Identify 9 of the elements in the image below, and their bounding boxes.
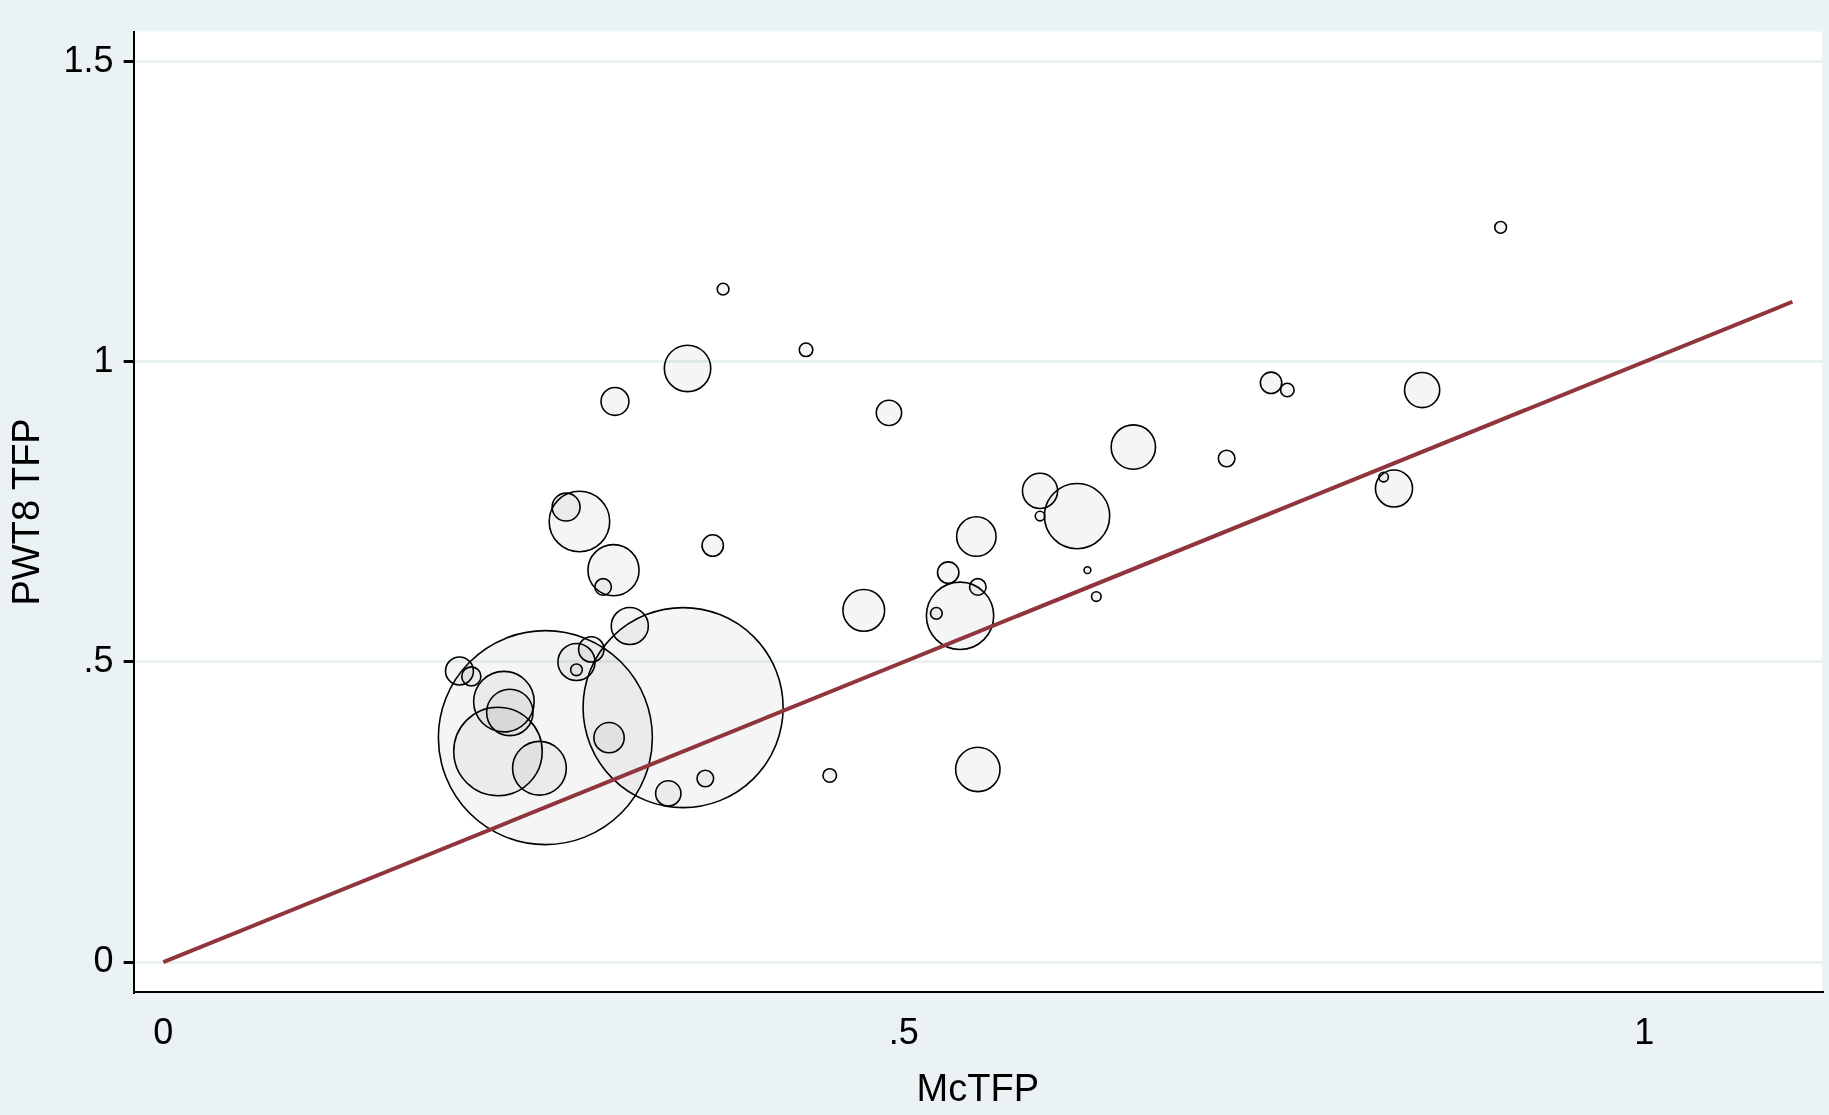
x-tick-label: 1	[1634, 1010, 1655, 1052]
y-tick-label: 0	[93, 939, 114, 981]
y-axis-title: PWT8 TFP	[5, 418, 48, 606]
y-tick-label: 1	[93, 338, 114, 380]
x-tick-label: 0	[153, 1010, 174, 1052]
y-tick-label: .5	[83, 638, 114, 680]
x-axis-title: McTFP	[916, 1066, 1040, 1109]
y-tick-label: 1.5	[63, 38, 114, 80]
x-tick-label: .5	[888, 1010, 919, 1052]
